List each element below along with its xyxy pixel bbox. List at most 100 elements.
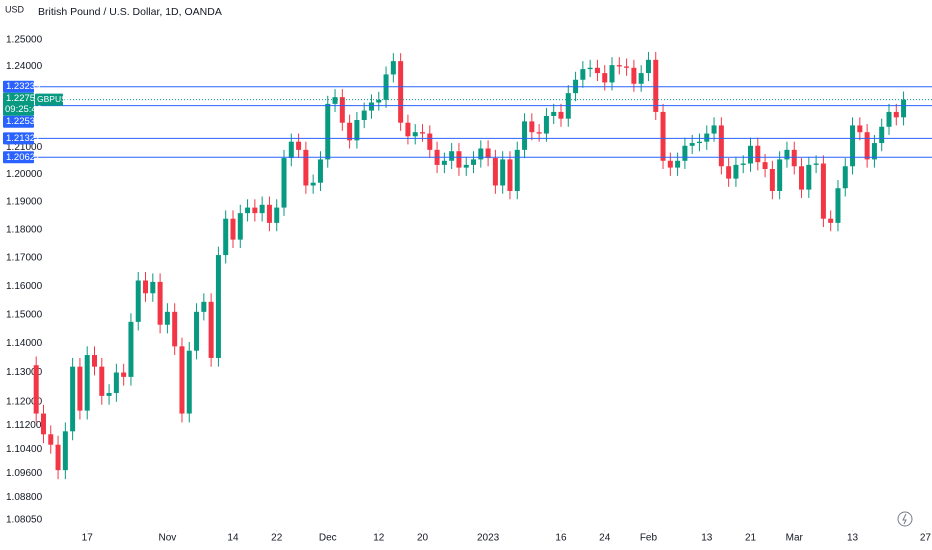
candle-body <box>164 311 170 325</box>
x-tick-label: 2023 <box>477 533 500 544</box>
candle-body <box>638 73 644 84</box>
candle-body <box>128 321 134 377</box>
candle-body <box>121 372 127 377</box>
price-label-box <box>3 80 34 93</box>
candle-body <box>194 311 200 351</box>
candle-body <box>791 149 797 167</box>
y-tick-label: 1.25000 <box>6 35 43 46</box>
candle-body <box>580 69 586 80</box>
candle-body <box>500 159 506 186</box>
price-label-box <box>3 132 34 145</box>
candle-body <box>99 366 105 396</box>
candle-body <box>201 301 207 312</box>
price-label-text: 1.22534 <box>6 116 40 127</box>
x-tick-label: 27 <box>920 533 932 544</box>
y-tick-label: 1.10400 <box>6 444 43 455</box>
x-tick-label: 20 <box>417 533 429 544</box>
price-label: 1.22534 <box>3 115 40 128</box>
candle-body <box>769 168 775 191</box>
price-label: 1.23239 <box>3 80 40 93</box>
y-tick-label: 1.14000 <box>6 338 43 349</box>
x-tick-label: Nov <box>158 533 176 544</box>
candle-body <box>726 166 732 179</box>
candle-body <box>281 158 287 208</box>
candle-body <box>653 59 659 112</box>
price-label-box <box>3 115 34 128</box>
icon-bolt[interactable] <box>902 513 907 525</box>
candle-body <box>755 145 761 163</box>
candle-body <box>77 366 83 411</box>
candle-body <box>543 115 549 134</box>
candle-body <box>667 160 673 168</box>
candle-body <box>813 163 819 165</box>
candle-body <box>186 350 192 414</box>
candle-body <box>427 133 433 150</box>
candle-body <box>252 207 258 214</box>
chart-title: British Pound / U.S. Dollar, 1D, OANDA <box>38 6 222 18</box>
candle-body <box>820 163 826 219</box>
candle-body <box>522 121 528 150</box>
candle-body <box>879 126 885 144</box>
candle-body <box>463 164 469 168</box>
candle-body <box>740 163 746 165</box>
candle-body <box>711 125 717 134</box>
candle-body <box>871 143 877 160</box>
candle-body <box>733 164 739 179</box>
countdown-text: 09:25:42 <box>5 104 42 115</box>
candle-body <box>390 61 396 75</box>
candle-body <box>806 164 812 190</box>
candle-body <box>799 166 805 190</box>
candle-body <box>40 413 46 435</box>
y-tick-label: 1.09600 <box>6 468 43 479</box>
x-tick-label: Mar <box>786 533 804 544</box>
candle-body <box>179 346 185 414</box>
candle-body <box>347 122 353 141</box>
candle-body <box>609 65 615 83</box>
icon-circle[interactable] <box>897 511 913 527</box>
candle-body <box>266 204 272 223</box>
x-tick-label: 24 <box>599 533 611 544</box>
candle-body <box>223 218 229 256</box>
symbol-tag <box>35 93 63 106</box>
candle-body <box>777 159 783 191</box>
current-price-box <box>3 92 34 116</box>
candle-body <box>478 148 484 160</box>
candle-body <box>332 97 338 104</box>
candle-body <box>660 111 666 161</box>
y-tick-label: 1.11200 <box>6 420 42 431</box>
symbol-tag-text: GBPUSD <box>37 94 73 104</box>
x-tick-label: 16 <box>555 533 567 544</box>
x-tick-label: 12 <box>373 533 385 544</box>
x-tick-label: 13 <box>847 533 859 544</box>
candle-body <box>689 143 695 146</box>
y-unit-label: USD <box>5 4 25 14</box>
replay-icon[interactable] <box>897 511 913 527</box>
y-tick-label: 1.19000 <box>6 197 43 208</box>
price-label-box <box>3 151 34 164</box>
candle-body <box>288 141 294 159</box>
candle-body <box>507 159 513 191</box>
candle-body <box>675 160 681 168</box>
x-tick-label: 14 <box>227 533 239 544</box>
candle-body <box>551 111 557 116</box>
candle-body <box>150 281 156 294</box>
candle-body <box>33 365 39 414</box>
candle-body <box>624 66 630 68</box>
candle-body <box>143 280 149 294</box>
candle-body <box>398 61 404 123</box>
candle-body <box>864 132 870 160</box>
y-tick-label: 1.08800 <box>6 492 43 503</box>
candle-body <box>850 125 856 167</box>
y-tick-label: 1.16000 <box>6 281 43 292</box>
candle-body <box>748 145 754 164</box>
candle-body <box>682 145 688 161</box>
candle-body <box>310 182 316 186</box>
candle-body <box>208 301 214 358</box>
candle-body <box>835 188 841 223</box>
candle-body <box>645 59 651 74</box>
candle-body <box>893 111 899 118</box>
y-tick-label: 1.24000 <box>6 61 43 72</box>
